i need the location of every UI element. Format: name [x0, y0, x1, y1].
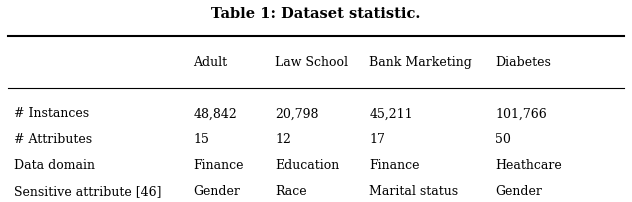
- Text: Education: Education: [275, 159, 339, 172]
- Text: Diabetes: Diabetes: [495, 56, 551, 69]
- Text: Table 1: Dataset statistic.: Table 1: Dataset statistic.: [211, 7, 421, 21]
- Text: Heathcare: Heathcare: [495, 159, 562, 172]
- Text: 20,798: 20,798: [275, 107, 319, 120]
- Text: Finance: Finance: [370, 159, 420, 172]
- Text: 12: 12: [275, 133, 291, 146]
- Text: Gender: Gender: [193, 185, 240, 198]
- Text: # Attributes: # Attributes: [14, 133, 92, 146]
- Text: 50: 50: [495, 133, 511, 146]
- Text: Bank Marketing: Bank Marketing: [370, 56, 472, 69]
- Text: 15: 15: [193, 133, 209, 146]
- Text: 17: 17: [370, 133, 386, 146]
- Text: 101,766: 101,766: [495, 107, 547, 120]
- Text: Law School: Law School: [275, 56, 348, 69]
- Text: # Instances: # Instances: [14, 107, 89, 120]
- Text: Sensitive attribute [46]: Sensitive attribute [46]: [14, 185, 161, 198]
- Text: Gender: Gender: [495, 185, 542, 198]
- Text: Data domain: Data domain: [14, 159, 95, 172]
- Text: 48,842: 48,842: [193, 107, 237, 120]
- Text: Adult: Adult: [193, 56, 228, 69]
- Text: 45,211: 45,211: [370, 107, 413, 120]
- Text: Finance: Finance: [193, 159, 244, 172]
- Text: Marital status: Marital status: [370, 185, 459, 198]
- Text: Race: Race: [275, 185, 307, 198]
